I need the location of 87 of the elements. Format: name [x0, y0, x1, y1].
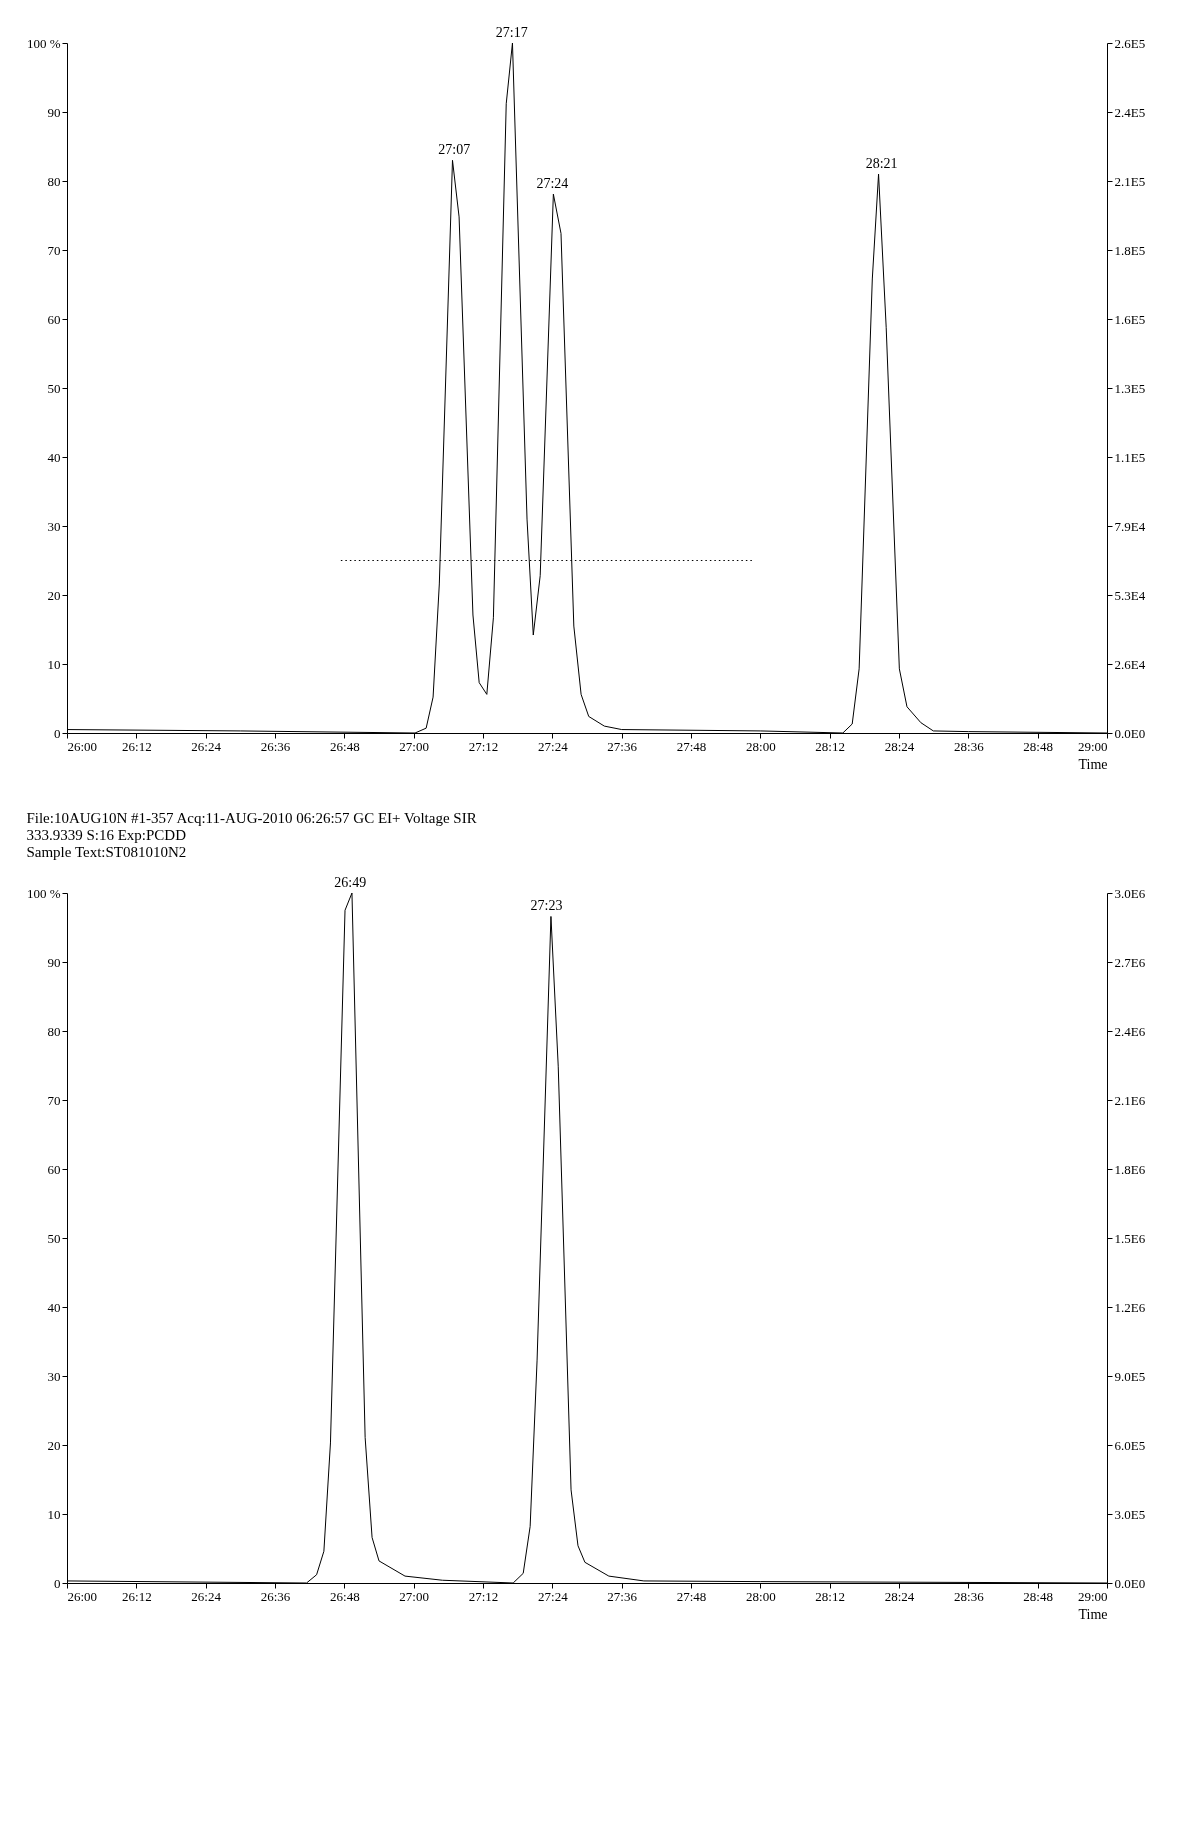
annotation: 27:23: [530, 898, 563, 914]
y-tick-label: 0: [54, 725, 61, 741]
y2-tick-label: 1.2E6: [1114, 1299, 1146, 1315]
annotation: 27:07: [438, 142, 471, 158]
y-tick-label: 30: [47, 1368, 61, 1384]
x-tick-label: 28:12: [815, 738, 845, 754]
x-tick-label: 28:48: [1023, 738, 1053, 754]
y2-tick-label: 2.6E5: [1114, 35, 1146, 51]
y-tick-label: 90: [47, 104, 61, 120]
y2-tick-label: 2.1E5: [1114, 173, 1146, 189]
y2-tick-label: 2.4E5: [1114, 104, 1146, 120]
y2-tick-label: 1.6E5: [1114, 311, 1146, 327]
y-tick-label: 100 %: [26, 35, 61, 51]
x-tick-label: 27:36: [607, 738, 638, 754]
y-tick-label: 20: [47, 587, 61, 603]
x-tick-label: 29:00: [1077, 1588, 1108, 1604]
x-tick-label: 27:36: [607, 1588, 638, 1604]
x-tick-label: 27:48: [676, 738, 707, 754]
y2-tick-label: 2.6E4: [1114, 656, 1146, 672]
y-tick-label: 50: [47, 1230, 61, 1246]
x-tick-label: 26:12: [122, 738, 152, 754]
x-tick-label: 27:12: [468, 738, 499, 754]
x-tick-label: 26:00: [67, 738, 98, 754]
y-tick-label: 30: [47, 518, 61, 534]
x-tick-label: 28:36: [954, 738, 985, 754]
y-tick-label: 40: [47, 1299, 61, 1315]
x-tick-label: 26:36: [260, 1588, 291, 1604]
y2-tick-label: 1.5E6: [1114, 1230, 1146, 1246]
y2-tick-label: 1.8E6: [1114, 1161, 1146, 1177]
y2-tick-label: 6.0E5: [1114, 1437, 1146, 1453]
x-tick-label: 27:12: [468, 1588, 499, 1604]
y-tick-label: 70: [47, 242, 61, 258]
y2-tick-label: 3.0E5: [1114, 1506, 1146, 1522]
x-tick-label: 26:48: [330, 738, 360, 754]
y-tick-label: 60: [47, 1161, 61, 1177]
y-tick-label: 60: [47, 311, 61, 327]
y-tick-label: 50: [47, 380, 61, 396]
x-tick-label: 27:00: [399, 1588, 429, 1604]
text: Sample Text:ST081010N2: [26, 844, 187, 860]
annotation: 26:49: [334, 875, 367, 890]
x-tick-label: 27:00: [399, 738, 429, 754]
y-tick-label: 0: [54, 1575, 61, 1591]
x-tick-label: 27:48: [676, 1588, 707, 1604]
y2-tick-label: 2.4E6: [1114, 1023, 1146, 1039]
text: File:10AUG10N #1-357 Acq:11-AUG-2010 06:26:57 GC EI+ Voltage SIR: [26, 810, 477, 826]
y2-tick-label: 0.0E0: [1114, 725, 1146, 741]
y2-tick-label: 2.1E6: [1114, 1092, 1146, 1108]
x-tick-label: 27:24: [538, 738, 569, 754]
y-tick-label: 10: [47, 656, 61, 672]
x-tick-label: 29:00: [1077, 738, 1108, 754]
x-tick-label: 26:24: [191, 1588, 222, 1604]
x-axis-title: Time: [1078, 1606, 1108, 1622]
y2-tick-label: 7.9E4: [1114, 518, 1146, 534]
x-tick-label: 28:00: [746, 738, 776, 754]
y2-tick-label: 9.0E5: [1114, 1368, 1146, 1384]
x-tick-label: 28:48: [1023, 1588, 1053, 1604]
y-tick-label: 10: [47, 1506, 61, 1522]
y-tick-label: 40: [47, 449, 61, 465]
annotation: 28:21: [865, 156, 898, 172]
x-tick-label: 26:48: [330, 1588, 360, 1604]
y-tick-label: 80: [47, 173, 61, 189]
x-axis-title: Time: [1078, 756, 1108, 772]
x-tick-label: 26:36: [260, 738, 291, 754]
y2-tick-label: 1.8E5: [1114, 242, 1146, 258]
x-tick-label: 28:00: [746, 1588, 776, 1604]
annotation: 27:24: [536, 176, 569, 192]
y2-tick-label: 1.3E5: [1114, 380, 1146, 396]
x-tick-label: 26:12: [122, 1588, 152, 1604]
y-tick-label: 70: [47, 1092, 61, 1108]
y2-tick-label: 2.7E6: [1114, 954, 1146, 970]
y2-tick-label: 5.3E4: [1114, 587, 1146, 603]
y2-tick-label: 1.1E5: [1114, 449, 1146, 465]
y-tick-label: 20: [47, 1437, 61, 1453]
x-tick-label: 28:36: [954, 1588, 985, 1604]
y-tick-label: 80: [47, 1023, 61, 1039]
annotation: 27:17: [495, 25, 528, 40]
text: 333.9339 S:16 Exp:PCDD: [26, 827, 187, 843]
y2-tick-label: 0.0E0: [1114, 1575, 1146, 1591]
y-tick-label: 100 %: [26, 885, 61, 901]
x-tick-label: 26:00: [67, 1588, 98, 1604]
x-tick-label: 28:12: [815, 1588, 845, 1604]
y-tick-label: 90: [47, 954, 61, 970]
x-tick-label: 28:24: [884, 738, 915, 754]
x-tick-label: 28:24: [884, 1588, 915, 1604]
x-tick-label: 26:24: [191, 738, 222, 754]
y2-tick-label: 3.0E6: [1114, 885, 1146, 901]
x-tick-label: 27:24: [538, 1588, 569, 1604]
